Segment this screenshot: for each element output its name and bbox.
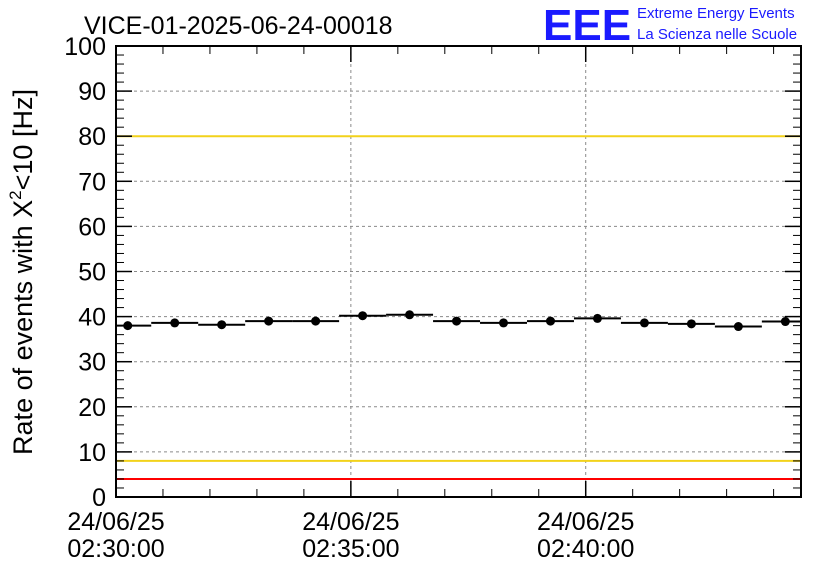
data-point <box>733 322 743 332</box>
y-axis-label-suffix: <10 [Hz] <box>8 89 38 190</box>
y-tick-label: 30 <box>78 349 106 377</box>
y-tick-label: 40 <box>78 304 106 332</box>
data-point <box>264 316 274 326</box>
logo-line-2: La Scienza nelle Scuole <box>637 26 797 43</box>
x-tick-label-time: 02:40:00 <box>537 535 634 563</box>
reference-lines <box>116 45 801 480</box>
data-point <box>123 321 133 331</box>
y-axis-label-group: Rate of events with X2<10 [Hz] <box>6 89 38 455</box>
data-series <box>116 310 801 332</box>
data-point <box>780 317 790 327</box>
x-tick-label-time: 02:30:00 <box>67 535 164 563</box>
data-point <box>545 316 555 326</box>
x-tick-label-date: 24/06/25 <box>67 508 164 536</box>
y-tick-label: 90 <box>78 78 106 106</box>
data-point <box>358 311 368 321</box>
y-tick-label: 0 <box>92 484 106 512</box>
y-axis-label: Rate of events with X2<10 [Hz] <box>6 89 38 455</box>
axis-ticks: 010203040506070809010024/06/2502:30:0024… <box>64 33 801 563</box>
logo-line-1: Extreme Energy Events <box>637 5 795 22</box>
chart-title: VICE-01-2025-06-24-00018 <box>84 12 393 40</box>
data-point <box>452 316 462 326</box>
y-tick-label: 50 <box>78 259 106 287</box>
y-axis-label-prefix: Rate of events with <box>8 218 38 455</box>
data-point <box>592 313 602 323</box>
y-tick-label: 60 <box>78 213 106 241</box>
data-point <box>311 316 321 326</box>
y-axis-label-sup: 2 <box>6 190 25 199</box>
grid <box>116 46 801 497</box>
data-point <box>639 318 649 328</box>
y-tick-label: 10 <box>78 439 106 467</box>
x-tick-label-date: 24/06/25 <box>537 508 634 536</box>
y-tick-label: 20 <box>78 394 106 422</box>
y-tick-label: 100 <box>64 33 106 61</box>
x-tick-label-date: 24/06/25 <box>302 508 399 536</box>
data-point <box>217 320 227 330</box>
data-point <box>499 318 509 328</box>
x-tick-label-time: 02:35:00 <box>302 535 399 563</box>
data-point <box>170 318 180 328</box>
y-tick-label: 70 <box>78 168 106 196</box>
data-point <box>686 319 696 329</box>
logo-mark: EEE <box>543 1 631 50</box>
data-point <box>405 310 415 320</box>
eee-logo: EEE Extreme Energy Events La Scienza nel… <box>543 1 797 50</box>
y-axis-label-chi: X <box>8 200 38 218</box>
y-tick-label: 80 <box>78 123 106 151</box>
